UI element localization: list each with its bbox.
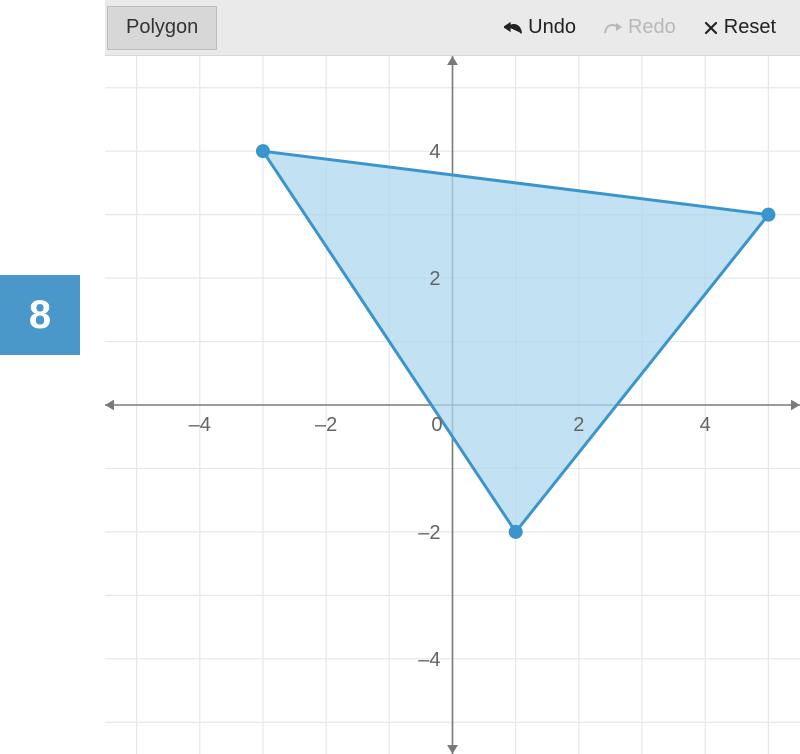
coordinate-plane[interactable]: –4 –2 2 4 –4 –2 2 4 0 [105,56,800,754]
y-tick-label: –2 [418,522,440,544]
polygon-vertex[interactable] [256,144,270,158]
undo-button[interactable]: Undo [490,0,590,55]
redo-label: Redo [628,16,676,39]
redo-icon [604,21,622,35]
reset-button[interactable]: Reset [690,0,790,55]
x-tick-label: 4 [700,414,711,436]
toolbar: Polygon Undo Redo Reset [105,0,800,56]
reset-label: Reset [724,16,776,39]
polygon-vertex[interactable] [761,208,775,222]
y-tick-label: 4 [429,141,440,163]
reset-icon [704,21,718,35]
x-tick-label: –4 [189,414,211,436]
x-tick-label: 2 [573,414,584,436]
graph-area[interactable]: –4 –2 2 4 –4 –2 2 4 0 [105,56,800,754]
polygon-tool-button[interactable]: Polygon [107,6,217,50]
undo-icon [504,21,522,35]
y-tick-label: 2 [429,268,440,290]
x-tick-label: –2 [315,414,337,436]
undo-label: Undo [528,16,576,39]
polygon-vertex[interactable] [509,525,523,539]
origin-label: 0 [431,414,442,436]
question-number-badge: 8 [0,275,80,355]
redo-button[interactable]: Redo [590,0,690,55]
polygon-tool-label: Polygon [126,16,198,39]
badge-text: 8 [29,293,51,338]
y-tick-label: –4 [418,649,440,671]
